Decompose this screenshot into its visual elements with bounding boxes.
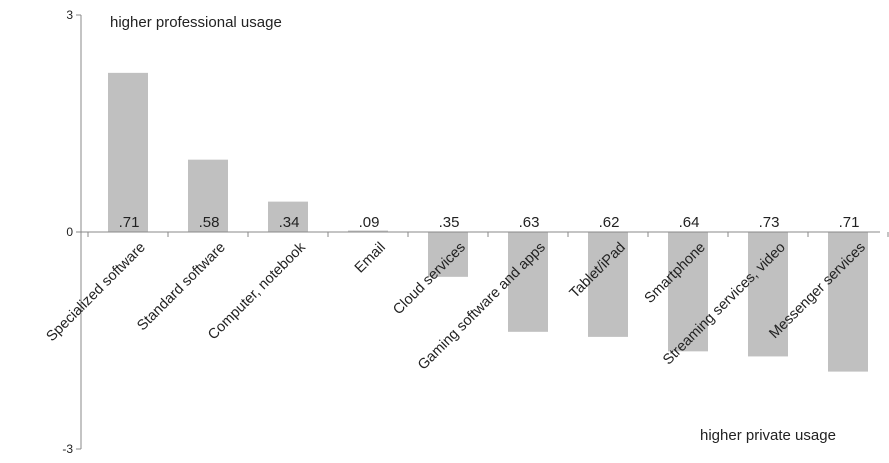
y-tick-label: -3 [62,442,73,456]
data-label: .35 [439,214,460,231]
x-category-label: Specialized software [43,240,148,345]
bar [188,159,228,232]
x-category-label: Email [352,240,389,277]
data-label: .71 [839,214,860,231]
data-label: .63 [519,214,540,231]
annotation-professional-usage: higher professional usage [110,14,282,31]
bar [108,72,148,232]
y-tick-label: 3 [66,8,73,22]
data-label: .09 [359,214,380,231]
bar [828,232,868,372]
bar [508,232,548,332]
data-label: .34 [279,214,300,231]
data-label: .73 [759,214,780,231]
annotation-private-usage: higher private usage [700,427,836,444]
data-label: .62 [599,214,620,231]
data-label: .58 [199,214,220,231]
bar [348,230,388,233]
bar [428,232,468,277]
bar [588,232,628,337]
data-label: .64 [679,214,700,231]
bar [748,232,788,357]
y-tick-label: 0 [66,225,73,239]
bar [268,201,308,232]
bar [668,232,708,352]
data-label: .71 [119,214,140,231]
x-category-label: Standard software [134,240,229,335]
